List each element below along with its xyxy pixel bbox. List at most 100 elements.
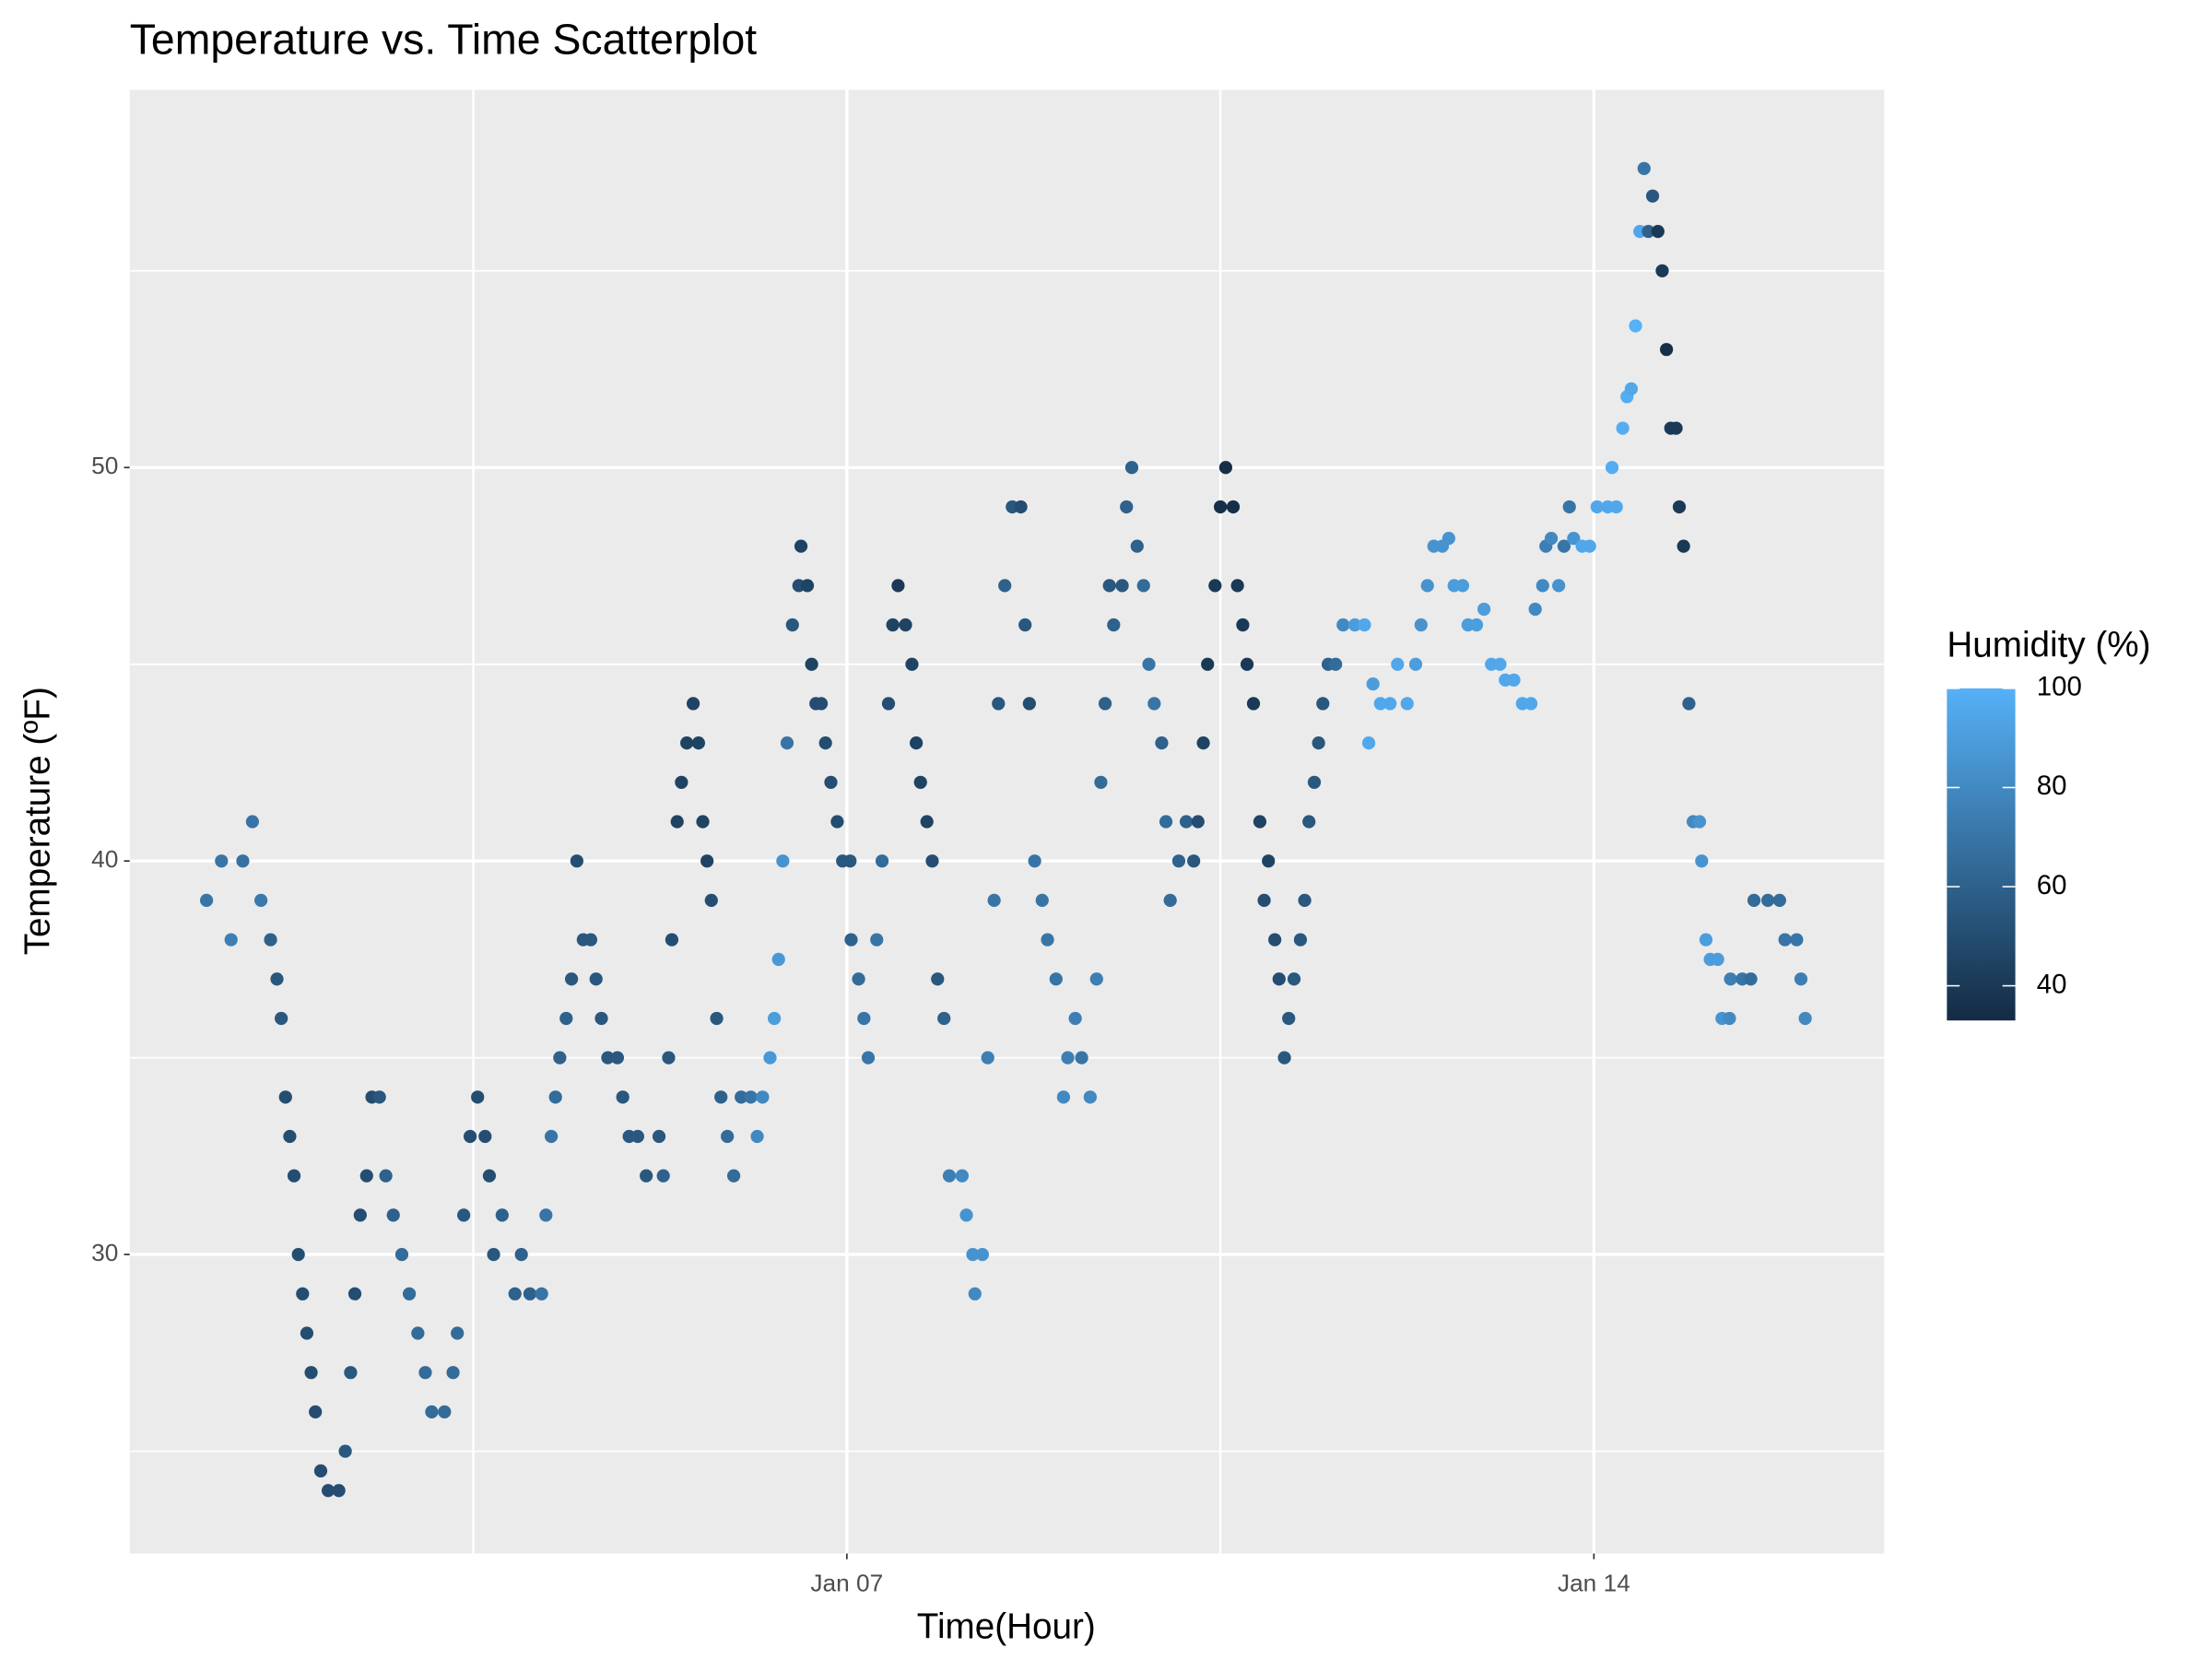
data-point bbox=[981, 1051, 994, 1065]
data-point bbox=[570, 854, 584, 868]
data-point bbox=[1744, 972, 1758, 986]
data-point bbox=[891, 579, 905, 593]
data-point bbox=[1408, 657, 1423, 671]
data-point bbox=[347, 1287, 362, 1300]
data-point bbox=[287, 1169, 301, 1182]
data-point bbox=[1747, 893, 1761, 907]
data-point bbox=[1361, 735, 1376, 750]
data-point bbox=[714, 1090, 728, 1104]
plot-panel bbox=[129, 89, 1885, 1554]
data-point bbox=[756, 1090, 770, 1104]
data-point bbox=[313, 1464, 328, 1478]
data-point bbox=[1778, 933, 1792, 947]
data-point bbox=[594, 1011, 608, 1026]
data-point bbox=[1651, 225, 1665, 239]
data-point bbox=[656, 1169, 670, 1182]
data-point bbox=[199, 893, 214, 907]
data-point bbox=[1557, 539, 1571, 553]
data-point bbox=[662, 1051, 676, 1065]
data-point bbox=[1711, 952, 1724, 967]
data-point bbox=[1695, 854, 1709, 868]
data-point bbox=[283, 1129, 297, 1144]
data-point bbox=[1316, 697, 1330, 711]
data-point bbox=[785, 618, 799, 632]
y-tick-label: 50 bbox=[91, 452, 118, 479]
data-point bbox=[1477, 602, 1491, 617]
data-point bbox=[1230, 579, 1244, 593]
data-point bbox=[1014, 500, 1028, 514]
data-point bbox=[1373, 697, 1387, 711]
data-point bbox=[275, 1011, 288, 1026]
data-point bbox=[463, 1129, 477, 1144]
data-point bbox=[1669, 421, 1683, 435]
data-point bbox=[1022, 697, 1036, 711]
data-point bbox=[767, 1011, 782, 1026]
data-point bbox=[1469, 618, 1484, 632]
data-point bbox=[968, 1287, 982, 1300]
data-point bbox=[763, 1051, 777, 1065]
data-point bbox=[942, 1169, 957, 1182]
data-point bbox=[992, 697, 1006, 711]
data-point bbox=[1312, 735, 1325, 750]
data-point bbox=[1287, 972, 1301, 986]
data-point bbox=[1641, 225, 1655, 239]
x-tick-label: Jan 07 bbox=[810, 1570, 883, 1597]
data-point bbox=[1672, 500, 1687, 514]
data-point bbox=[478, 1129, 492, 1144]
data-point bbox=[451, 1326, 465, 1340]
data-point bbox=[881, 697, 896, 711]
data-point bbox=[959, 1208, 973, 1222]
data-point bbox=[535, 1287, 548, 1300]
data-point bbox=[254, 893, 268, 907]
data-point bbox=[975, 1247, 990, 1262]
data-point bbox=[1336, 618, 1350, 632]
data-point bbox=[861, 1051, 876, 1065]
data-point bbox=[411, 1326, 425, 1340]
data-point bbox=[1583, 539, 1596, 553]
data-point bbox=[1035, 893, 1049, 907]
y-axis-label: Temperature (ºF) bbox=[18, 687, 58, 955]
data-point bbox=[1724, 972, 1737, 986]
data-point bbox=[1420, 579, 1434, 593]
data-point bbox=[1637, 161, 1651, 175]
data-point bbox=[601, 1051, 615, 1065]
data-point bbox=[548, 1090, 562, 1104]
data-point bbox=[446, 1366, 460, 1380]
data-point bbox=[1441, 531, 1456, 546]
data-point bbox=[482, 1169, 497, 1182]
data-point bbox=[589, 972, 603, 986]
data-point bbox=[1590, 500, 1604, 514]
data-point bbox=[1624, 382, 1639, 395]
data-point bbox=[955, 1169, 970, 1182]
data-point bbox=[710, 1011, 724, 1026]
data-point bbox=[1794, 972, 1808, 986]
data-point bbox=[1528, 602, 1542, 617]
data-point bbox=[1383, 697, 1397, 711]
data-point bbox=[296, 1287, 310, 1300]
data-point bbox=[913, 775, 927, 789]
data-point bbox=[539, 1208, 553, 1222]
data-point bbox=[457, 1208, 471, 1222]
data-point bbox=[925, 854, 939, 868]
data-point bbox=[1130, 539, 1144, 553]
data-point bbox=[735, 1090, 748, 1104]
x-tick-label: Jan 14 bbox=[1558, 1570, 1630, 1597]
data-point bbox=[353, 1208, 367, 1222]
data-point bbox=[670, 815, 684, 829]
data-point bbox=[1218, 461, 1233, 475]
y-tick-label: 30 bbox=[91, 1239, 118, 1266]
data-point bbox=[1277, 1051, 1291, 1065]
data-point bbox=[1120, 500, 1134, 514]
data-point bbox=[1246, 697, 1261, 711]
data-point bbox=[300, 1326, 314, 1340]
data-point bbox=[332, 1484, 346, 1498]
data-point bbox=[630, 1129, 645, 1144]
data-point bbox=[875, 854, 889, 868]
data-point bbox=[487, 1247, 500, 1262]
data-point bbox=[544, 1129, 559, 1144]
data-point bbox=[1507, 673, 1521, 687]
data-point bbox=[1552, 579, 1566, 593]
data-point bbox=[291, 1247, 305, 1262]
data-point bbox=[1293, 933, 1308, 947]
